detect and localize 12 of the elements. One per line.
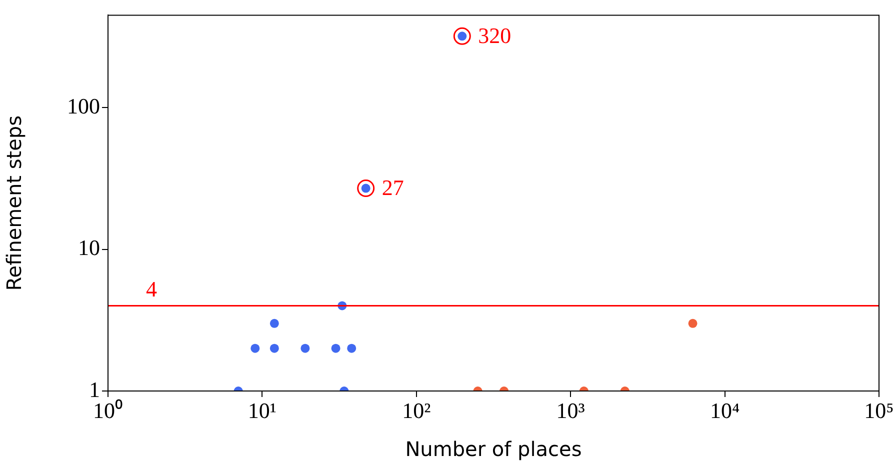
y-axis-title: Refinement steps xyxy=(2,115,26,291)
x-tick-label: 10³ xyxy=(556,398,586,423)
x-tick-label: 10⁴ xyxy=(710,398,740,423)
y-tick-label: 10 xyxy=(78,235,100,260)
x-tick-label: 10² xyxy=(402,398,432,423)
x-axis-title: Number of places xyxy=(405,437,582,462)
y-tick-label: 100 xyxy=(67,94,100,118)
annotation: 320 xyxy=(478,22,512,48)
ref-line-label: 4 xyxy=(146,276,157,302)
annotation: 27 xyxy=(382,175,404,200)
x-tick-label: 10¹ xyxy=(248,398,277,423)
x-tick-label: 10⁵ xyxy=(864,398,894,423)
